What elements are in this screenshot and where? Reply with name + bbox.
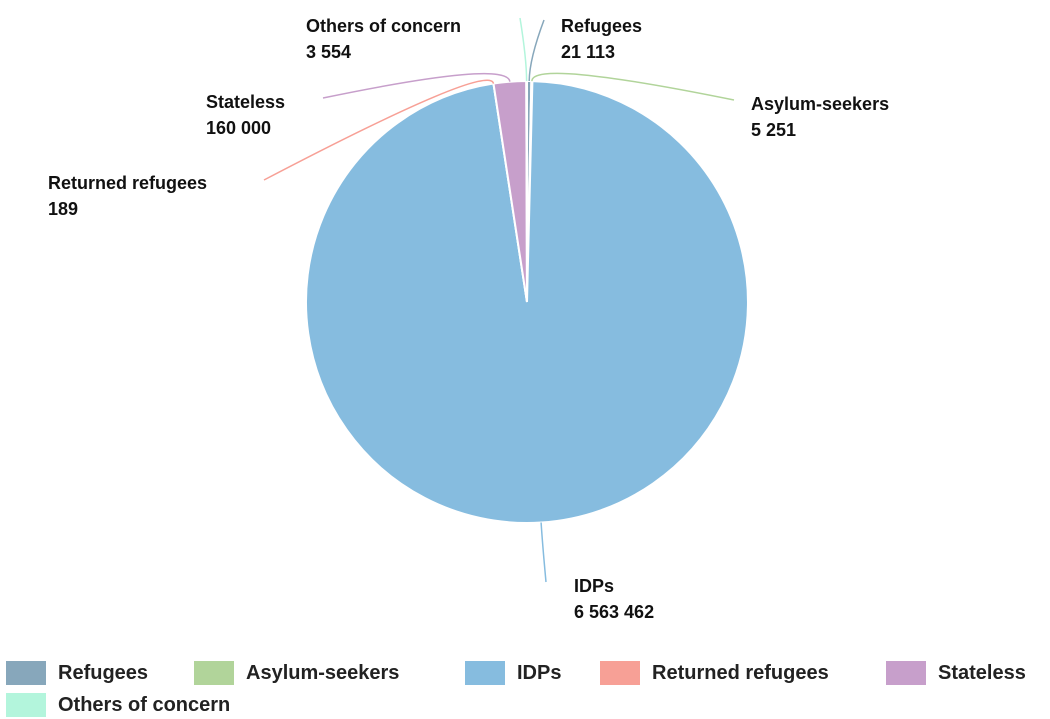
legend-item-asylum-seekers[interactable]: Asylum-seekers xyxy=(194,660,399,686)
label-others-of-concern-name: Others of concern xyxy=(306,16,461,36)
label-asylum-seekers-name: Asylum-seekers xyxy=(751,94,889,114)
legend-item-others-of-concern[interactable]: Others of concern xyxy=(6,692,230,718)
legend-swatch-others-of-concern xyxy=(6,693,46,717)
legend-label-returned-refugees: Returned refugees xyxy=(652,661,829,684)
label-returned-refugees-name: Returned refugees xyxy=(48,173,207,193)
pie-slices xyxy=(305,79,749,524)
label-refugees-value: 21 113 xyxy=(561,42,615,62)
label-idps-name: IDPs xyxy=(574,576,614,596)
pie-slice-others-of-concern[interactable] xyxy=(525,79,528,303)
legend-item-refugees[interactable]: Refugees xyxy=(6,660,148,686)
label-stateless-name: Stateless xyxy=(206,92,285,112)
leader-line-returned-refugees xyxy=(263,79,495,181)
label-idps-value: 6 563 462 xyxy=(574,602,654,622)
label-refugees-name: Refugees xyxy=(561,16,642,36)
legend-item-returned-refugees[interactable]: Returned refugees xyxy=(600,660,829,686)
legend-label-refugees: Refugees xyxy=(58,661,149,684)
legend-swatch-returned-refugees xyxy=(600,661,640,685)
legend-swatch-stateless xyxy=(886,661,926,685)
leader-lines xyxy=(263,17,735,583)
leader-line-stateless xyxy=(322,72,511,99)
legend-label-idps: IDPs xyxy=(517,661,562,684)
legend-label-asylum-seekers: Asylum-seekers xyxy=(246,661,400,684)
leader-line-others-of-concern xyxy=(519,17,528,82)
pie-chart: Refugees 21 113 Asylum-seekers 5 251 IDP… xyxy=(48,16,889,622)
legend-swatch-refugees xyxy=(6,661,46,685)
label-stateless-value: 160 000 xyxy=(206,118,271,138)
legend-swatch-idps xyxy=(465,661,505,685)
label-others-of-concern-value: 3 554 xyxy=(306,42,351,62)
leader-line-idps xyxy=(540,522,547,583)
legend-item-stateless[interactable]: Stateless xyxy=(886,660,1026,686)
legend-label-stateless: Stateless xyxy=(938,661,1026,684)
legend-swatch-asylum-seekers xyxy=(194,661,234,685)
leader-line-asylum-seekers xyxy=(531,72,735,101)
label-asylum-seekers-value: 5 251 xyxy=(751,120,796,140)
leader-line-refugees xyxy=(528,19,545,82)
legend-label-others-of-concern: Others of concern xyxy=(58,693,231,716)
legend-item-idps[interactable]: IDPs xyxy=(465,660,561,686)
label-returned-refugees-value: 189 xyxy=(48,199,78,219)
